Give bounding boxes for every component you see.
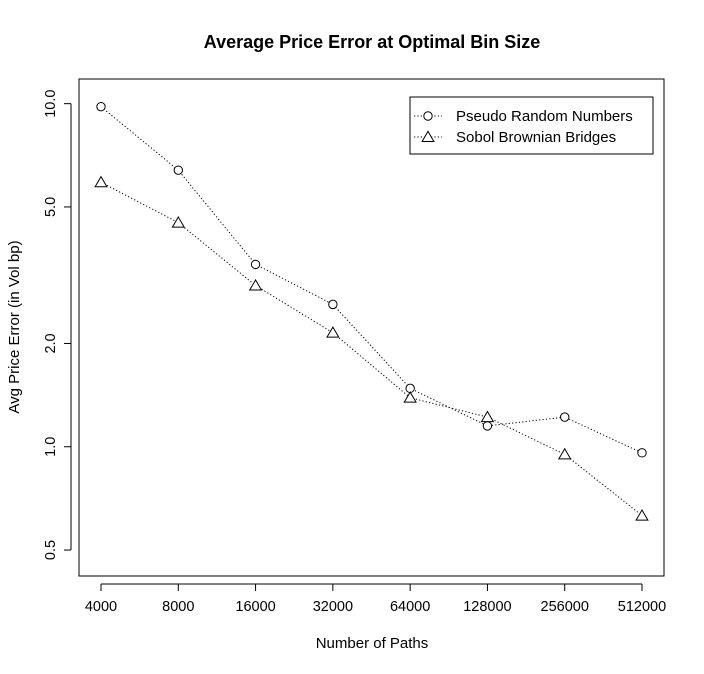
data-point-circle xyxy=(637,448,647,458)
series-layer xyxy=(94,101,649,521)
x-tick-label: 128000 xyxy=(463,599,511,615)
x-tick-label: 4000 xyxy=(85,599,117,615)
series-triangle xyxy=(94,175,649,521)
legend-box xyxy=(409,96,654,155)
data-point-triangle xyxy=(94,175,108,188)
legend-item: Sobol Brownian Bridges xyxy=(414,129,616,146)
data-point-triangle xyxy=(557,447,572,460)
x-tick-label: 16000 xyxy=(235,599,275,615)
y-axis: 0.5 1.0 2.0 5.0 10.0 xyxy=(43,90,72,560)
series-line xyxy=(100,181,643,516)
legend-triangle-marker xyxy=(421,130,435,142)
data-point-triangle xyxy=(326,326,340,338)
data-point-circle xyxy=(96,101,106,112)
x-tick-label: 64000 xyxy=(390,599,430,615)
y-tick-label: 10.0 xyxy=(43,90,59,118)
data-point-triangle xyxy=(171,216,186,228)
data-point-circle xyxy=(560,412,570,422)
x-tick-label: 256000 xyxy=(541,599,589,615)
plot-frame xyxy=(78,78,665,577)
y-tick-label: 5.0 xyxy=(43,197,59,217)
data-point-circle xyxy=(328,299,338,310)
legend-label: Sobol Brownian Bridges xyxy=(456,129,616,146)
y-tick-label: 0.5 xyxy=(43,540,59,560)
y-tick-label: 1.0 xyxy=(43,437,59,457)
x-tick-label: 512000 xyxy=(618,599,666,615)
x-axis-label: Number of Paths xyxy=(316,635,429,652)
y-tick-label: 2.0 xyxy=(43,333,59,353)
x-axis: 4000 8000 16000 32000 64000 128000 256000 51200… xyxy=(85,583,666,615)
data-point-triangle xyxy=(635,508,649,521)
chart-title: Average Price Error at Optimal Bin Size xyxy=(204,32,540,52)
data-point-circle xyxy=(250,259,261,270)
legend-label: Pseudo Random Numbers xyxy=(456,108,633,125)
series-line xyxy=(100,106,643,454)
legend: Pseudo Random Numbers Sobol Brownian Brid… xyxy=(409,96,654,155)
data-point-circle xyxy=(482,421,493,431)
y-axis-label: Avg Price Error (in Vol bp) xyxy=(6,240,23,413)
x-tick-label: 8000 xyxy=(162,599,194,615)
x-tick-label: 32000 xyxy=(313,599,353,615)
legend-item: Pseudo Random Numbers xyxy=(414,108,633,125)
series-circle xyxy=(96,101,647,458)
data-point-triangle xyxy=(248,278,263,291)
data-point-triangle xyxy=(480,410,495,423)
data-point-circle xyxy=(173,165,183,175)
data-point-triangle xyxy=(403,391,417,403)
legend-circle-marker xyxy=(423,111,433,121)
